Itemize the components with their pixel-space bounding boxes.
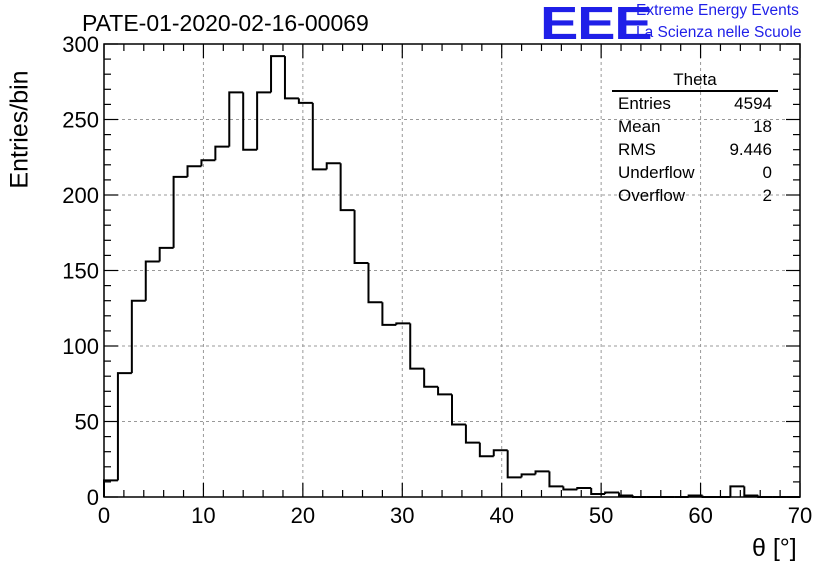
histogram-bin xyxy=(464,424,480,444)
histogram-bin xyxy=(353,210,369,264)
stats-box: Theta Entries 4594 Mean 18 RMS 9.446 Underf… xyxy=(612,70,778,207)
histogram-bin xyxy=(214,145,230,161)
stats-label: RMS xyxy=(618,140,656,159)
y-tick-label: 100 xyxy=(62,334,99,359)
histogram-bin xyxy=(492,449,508,457)
histogram-bin xyxy=(103,479,118,497)
histogram-bin xyxy=(743,486,759,497)
histogram-bin xyxy=(297,98,313,104)
stats-label: Mean xyxy=(618,117,661,136)
y-tick-label: 50 xyxy=(75,410,99,435)
histogram-bin xyxy=(283,56,299,100)
histogram-bin xyxy=(604,491,620,494)
histogram-bin xyxy=(520,473,536,478)
histogram-bin xyxy=(451,394,466,426)
x-tick-label: 50 xyxy=(589,503,613,528)
histogram-bin xyxy=(729,485,745,497)
histogram-bin xyxy=(228,91,244,147)
stats-value: 0 xyxy=(762,163,772,182)
stats-row: Entries 4594 xyxy=(612,92,778,115)
histogram-bin xyxy=(116,372,132,481)
histogram-bin xyxy=(618,492,633,497)
histogram-bin xyxy=(506,450,522,479)
x-tick-label: 30 xyxy=(390,503,414,528)
histogram-bin xyxy=(409,323,425,370)
histogram-bin xyxy=(437,386,452,396)
logo-subtitle-1: Extreme Energy Events xyxy=(636,2,799,19)
histogram-bin xyxy=(200,159,216,167)
y-axis-label: Entries/bin xyxy=(5,70,34,189)
y-tick-label: 250 xyxy=(62,108,99,133)
histogram-bin xyxy=(381,302,397,326)
histogram-bin xyxy=(172,175,188,248)
stats-label: Overflow xyxy=(618,186,686,205)
stats-value: 2 xyxy=(762,186,772,205)
stats-value: 18 xyxy=(753,117,772,136)
stats-value: 9.446 xyxy=(729,140,772,159)
histogram-bin xyxy=(687,494,703,497)
histogram-bin xyxy=(186,165,202,177)
histogram-bin xyxy=(478,442,494,458)
stats-value: 4594 xyxy=(734,94,772,113)
histogram-bin xyxy=(590,487,606,495)
x-tick-label: 70 xyxy=(788,503,812,528)
x-tick-label: 60 xyxy=(688,503,712,528)
histogram-bin xyxy=(631,495,647,498)
histogram-bin xyxy=(534,470,550,475)
y-tick-label: 150 xyxy=(62,259,99,284)
histogram-bin xyxy=(395,322,411,325)
histogram-bin xyxy=(576,486,592,490)
stats-row: Mean 18 xyxy=(612,115,778,138)
chart-title: PATE-01-2020-02-16-00069 xyxy=(82,10,369,36)
x-tick-label: 10 xyxy=(191,503,215,528)
stats-title: Theta xyxy=(612,70,778,92)
histogram-bin xyxy=(325,162,341,170)
histogram-bin xyxy=(562,486,578,491)
eee-logo: EEE xyxy=(540,0,653,49)
y-tick-label: 300 xyxy=(62,32,99,57)
histogram-bin xyxy=(423,368,439,388)
stats-label: Underflow xyxy=(618,163,695,182)
histogram-bin xyxy=(701,495,717,498)
histogram-bin xyxy=(144,260,160,301)
histogram-bin xyxy=(256,91,272,150)
y-tick-label: 200 xyxy=(62,183,99,208)
histogram-bin xyxy=(158,246,174,262)
stats-row: Overflow 2 xyxy=(612,184,778,207)
histogram-bin xyxy=(311,102,327,171)
stats-label: Entries xyxy=(618,94,671,113)
histogram-bin xyxy=(130,299,146,374)
histogram-bin xyxy=(339,163,355,212)
histogram-bin xyxy=(270,55,285,93)
histogram-bin xyxy=(757,495,773,498)
x-tick-label: 0 xyxy=(98,503,110,528)
stats-row: RMS 9.446 xyxy=(612,138,778,161)
x-tick-label: 20 xyxy=(291,503,315,528)
histogram-bin xyxy=(242,92,258,151)
x-tick-label: 40 xyxy=(489,503,513,528)
x-axis-label: θ [°] xyxy=(752,534,797,562)
stats-row: Underflow 0 xyxy=(612,161,778,184)
histogram-bin xyxy=(367,262,383,304)
histogram-bin xyxy=(548,471,564,488)
y-tick-label: 0 xyxy=(87,485,99,510)
logo-subtitle-2: La Scienza nelle Scuole xyxy=(636,24,802,41)
